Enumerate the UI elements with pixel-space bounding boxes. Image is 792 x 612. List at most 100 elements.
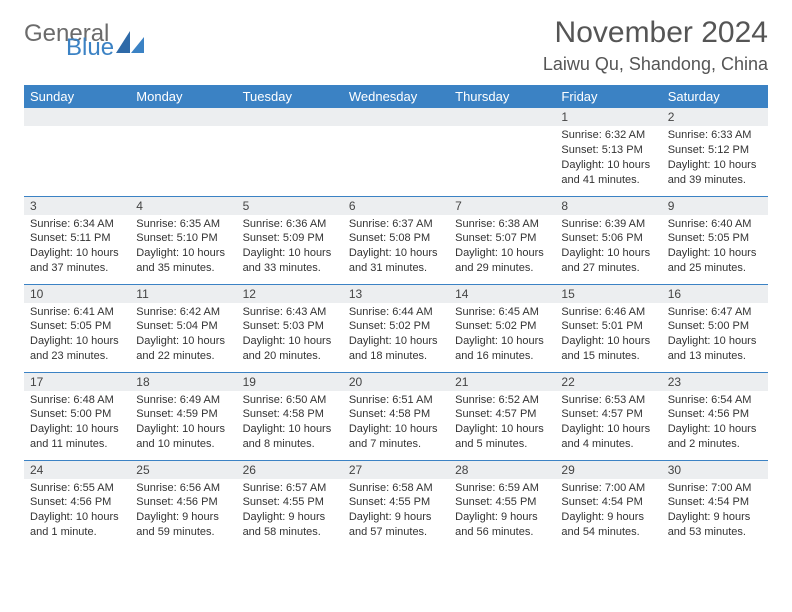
day-number — [449, 108, 555, 126]
day-number: 27 — [343, 461, 449, 479]
calendar-week-row: 24Sunrise: 6:55 AMSunset: 4:56 PMDayligh… — [24, 460, 768, 548]
sunset-text: Sunset: 4:55 PM — [455, 495, 549, 510]
calendar-day-cell: 26Sunrise: 6:57 AMSunset: 4:55 PMDayligh… — [237, 460, 343, 548]
calendar-day-cell: 6Sunrise: 6:37 AMSunset: 5:08 PMDaylight… — [343, 196, 449, 284]
brand-logo: General Blue — [24, 24, 144, 59]
day-number — [343, 108, 449, 126]
weekday-header: Monday — [130, 85, 236, 108]
sunrise-text: Sunrise: 6:58 AM — [349, 481, 443, 496]
calendar-day-cell: 11Sunrise: 6:42 AMSunset: 5:04 PMDayligh… — [130, 284, 236, 372]
daylight-text: Daylight: 10 hours and 15 minutes. — [561, 334, 655, 364]
calendar-day-cell: 8Sunrise: 6:39 AMSunset: 5:06 PMDaylight… — [555, 196, 661, 284]
sunrise-text: Sunrise: 6:40 AM — [668, 217, 762, 232]
daylight-text: Daylight: 10 hours and 4 minutes. — [561, 422, 655, 452]
calendar-day-cell: 20Sunrise: 6:51 AMSunset: 4:58 PMDayligh… — [343, 372, 449, 460]
day-number — [24, 108, 130, 126]
sunset-text: Sunset: 5:12 PM — [668, 143, 762, 158]
weekday-header: Sunday — [24, 85, 130, 108]
calendar-day-cell — [130, 108, 236, 196]
daylight-text: Daylight: 10 hours and 27 minutes. — [561, 246, 655, 276]
calendar-day-cell: 30Sunrise: 7:00 AMSunset: 4:54 PMDayligh… — [662, 460, 768, 548]
calendar-day-cell: 21Sunrise: 6:52 AMSunset: 4:57 PMDayligh… — [449, 372, 555, 460]
sunrise-text: Sunrise: 6:37 AM — [349, 217, 443, 232]
weekday-header: Saturday — [662, 85, 768, 108]
title-block: November 2024 Laiwu Qu, Shandong, China — [543, 16, 768, 75]
sunset-text: Sunset: 5:09 PM — [243, 231, 337, 246]
daylight-text: Daylight: 10 hours and 37 minutes. — [30, 246, 124, 276]
day-details: Sunrise: 6:55 AMSunset: 4:56 PMDaylight:… — [24, 479, 130, 544]
daylight-text: Daylight: 10 hours and 10 minutes. — [136, 422, 230, 452]
calendar-week-row: 3Sunrise: 6:34 AMSunset: 5:11 PMDaylight… — [24, 196, 768, 284]
day-number: 26 — [237, 461, 343, 479]
day-details: Sunrise: 7:00 AMSunset: 4:54 PMDaylight:… — [555, 479, 661, 544]
day-number: 13 — [343, 285, 449, 303]
daylight-text: Daylight: 10 hours and 29 minutes. — [455, 246, 549, 276]
day-number — [130, 108, 236, 126]
sunrise-text: Sunrise: 6:56 AM — [136, 481, 230, 496]
day-number: 11 — [130, 285, 236, 303]
day-details: Sunrise: 6:58 AMSunset: 4:55 PMDaylight:… — [343, 479, 449, 544]
calendar-day-cell: 25Sunrise: 6:56 AMSunset: 4:56 PMDayligh… — [130, 460, 236, 548]
sunset-text: Sunset: 4:58 PM — [243, 407, 337, 422]
day-number: 5 — [237, 197, 343, 215]
weekday-header: Wednesday — [343, 85, 449, 108]
sunset-text: Sunset: 5:05 PM — [30, 319, 124, 334]
day-number: 17 — [24, 373, 130, 391]
sunset-text: Sunset: 4:56 PM — [30, 495, 124, 510]
day-details: Sunrise: 7:00 AMSunset: 4:54 PMDaylight:… — [662, 479, 768, 544]
sunset-text: Sunset: 4:54 PM — [668, 495, 762, 510]
sunset-text: Sunset: 5:00 PM — [30, 407, 124, 422]
sunset-text: Sunset: 5:03 PM — [243, 319, 337, 334]
calendar-day-cell: 1Sunrise: 6:32 AMSunset: 5:13 PMDaylight… — [555, 108, 661, 196]
sunrise-text: Sunrise: 6:59 AM — [455, 481, 549, 496]
sunset-text: Sunset: 5:10 PM — [136, 231, 230, 246]
day-details: Sunrise: 6:48 AMSunset: 5:00 PMDaylight:… — [24, 391, 130, 456]
day-number: 12 — [237, 285, 343, 303]
daylight-text: Daylight: 9 hours and 53 minutes. — [668, 510, 762, 540]
day-details: Sunrise: 6:41 AMSunset: 5:05 PMDaylight:… — [24, 303, 130, 368]
day-details: Sunrise: 6:50 AMSunset: 4:58 PMDaylight:… — [237, 391, 343, 456]
day-number: 21 — [449, 373, 555, 391]
day-details: Sunrise: 6:37 AMSunset: 5:08 PMDaylight:… — [343, 215, 449, 280]
day-details: Sunrise: 6:42 AMSunset: 5:04 PMDaylight:… — [130, 303, 236, 368]
sunrise-text: Sunrise: 6:39 AM — [561, 217, 655, 232]
day-details: Sunrise: 6:51 AMSunset: 4:58 PMDaylight:… — [343, 391, 449, 456]
day-details: Sunrise: 6:33 AMSunset: 5:12 PMDaylight:… — [662, 126, 768, 191]
sunrise-text: Sunrise: 6:48 AM — [30, 393, 124, 408]
day-number: 10 — [24, 285, 130, 303]
calendar-day-cell: 12Sunrise: 6:43 AMSunset: 5:03 PMDayligh… — [237, 284, 343, 372]
sunrise-text: Sunrise: 6:45 AM — [455, 305, 549, 320]
daylight-text: Daylight: 10 hours and 41 minutes. — [561, 158, 655, 188]
sunset-text: Sunset: 5:08 PM — [349, 231, 443, 246]
calendar-day-cell: 9Sunrise: 6:40 AMSunset: 5:05 PMDaylight… — [662, 196, 768, 284]
day-number: 29 — [555, 461, 661, 479]
daylight-text: Daylight: 10 hours and 31 minutes. — [349, 246, 443, 276]
calendar-day-cell: 22Sunrise: 6:53 AMSunset: 4:57 PMDayligh… — [555, 372, 661, 460]
daylight-text: Daylight: 10 hours and 2 minutes. — [668, 422, 762, 452]
day-number: 9 — [662, 197, 768, 215]
daylight-text: Daylight: 10 hours and 7 minutes. — [349, 422, 443, 452]
sunset-text: Sunset: 4:57 PM — [455, 407, 549, 422]
day-number: 15 — [555, 285, 661, 303]
sunset-text: Sunset: 4:54 PM — [561, 495, 655, 510]
sunrise-text: Sunrise: 6:49 AM — [136, 393, 230, 408]
sunrise-text: Sunrise: 6:41 AM — [30, 305, 124, 320]
sunset-text: Sunset: 4:56 PM — [136, 495, 230, 510]
calendar-day-cell: 15Sunrise: 6:46 AMSunset: 5:01 PMDayligh… — [555, 284, 661, 372]
sunset-text: Sunset: 4:58 PM — [349, 407, 443, 422]
day-details: Sunrise: 6:57 AMSunset: 4:55 PMDaylight:… — [237, 479, 343, 544]
daylight-text: Daylight: 10 hours and 5 minutes. — [455, 422, 549, 452]
calendar-day-cell: 17Sunrise: 6:48 AMSunset: 5:00 PMDayligh… — [24, 372, 130, 460]
day-number: 6 — [343, 197, 449, 215]
daylight-text: Daylight: 10 hours and 18 minutes. — [349, 334, 443, 364]
day-number: 24 — [24, 461, 130, 479]
day-details: Sunrise: 6:54 AMSunset: 4:56 PMDaylight:… — [662, 391, 768, 456]
day-number: 19 — [237, 373, 343, 391]
day-details: Sunrise: 6:53 AMSunset: 4:57 PMDaylight:… — [555, 391, 661, 456]
day-details: Sunrise: 6:47 AMSunset: 5:00 PMDaylight:… — [662, 303, 768, 368]
day-details: Sunrise: 6:44 AMSunset: 5:02 PMDaylight:… — [343, 303, 449, 368]
daylight-text: Daylight: 10 hours and 16 minutes. — [455, 334, 549, 364]
calendar-day-cell: 2Sunrise: 6:33 AMSunset: 5:12 PMDaylight… — [662, 108, 768, 196]
sunrise-text: Sunrise: 6:50 AM — [243, 393, 337, 408]
calendar-table: Sunday Monday Tuesday Wednesday Thursday… — [24, 85, 768, 548]
